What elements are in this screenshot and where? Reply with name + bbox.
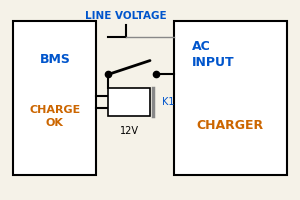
Bar [13,21,97,175]
Text: 12V: 12V [120,126,139,136]
Text: CHARGE
OK: CHARGE OK [29,105,80,128]
Text: K1: K1 [162,97,174,107]
Text: BMS: BMS [40,53,70,66]
Text: LINE VOLTAGE: LINE VOLTAGE [85,11,167,21]
Text: AC
INPUT: AC INPUT [192,40,234,69]
Bar [108,88,150,116]
Text: CHARGER: CHARGER [197,119,264,132]
Bar [174,21,287,175]
